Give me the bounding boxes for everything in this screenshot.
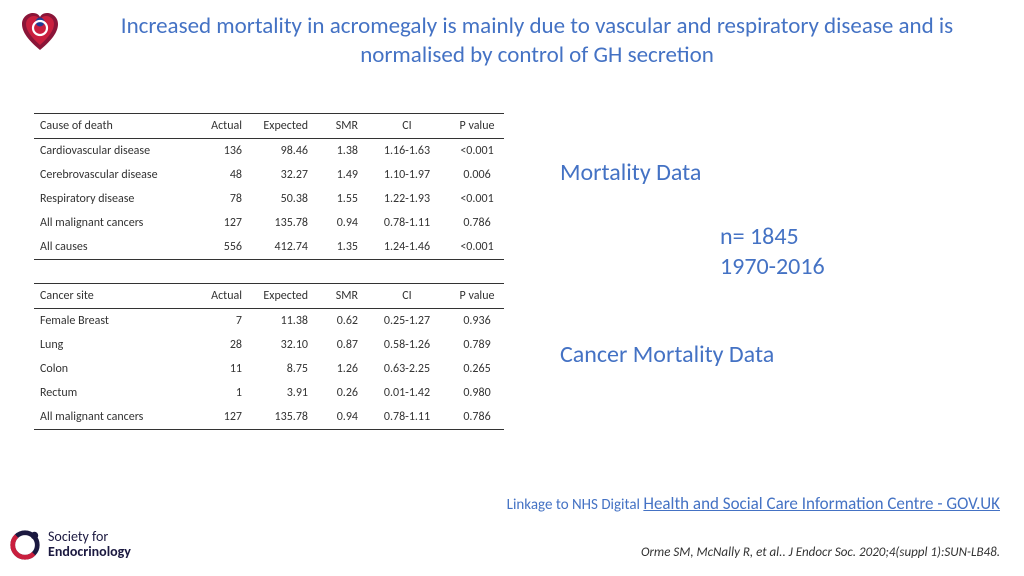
citation-prefix: Linkage to NHS Digital (507, 496, 644, 514)
table-cell: All malignant cancers (34, 211, 194, 235)
table-cell: 0.62 (314, 309, 364, 334)
table-cell: 0.789 (450, 333, 504, 357)
table-cell: 0.87 (314, 333, 364, 357)
col-header: Cause of death (34, 114, 194, 139)
table-cell: 1.16-1.63 (364, 139, 450, 164)
table-cell: 0.26 (314, 381, 364, 405)
table-cell: 0.786 (450, 211, 504, 235)
table-cell: 0.265 (450, 357, 504, 381)
table-cell: 1 (194, 381, 248, 405)
table-cell: 0.78-1.11 (364, 211, 450, 235)
table-row: All causes556412.741.351.24-1.46<0.001 (34, 235, 504, 260)
table-cell: 412.74 (248, 235, 314, 260)
table-cell: Lung (34, 333, 194, 357)
table-cell: 7 (194, 309, 248, 334)
table-cell: 98.46 (248, 139, 314, 164)
table-cell: 1.38 (314, 139, 364, 164)
table-cell: 1.24-1.46 (364, 235, 450, 260)
col-header: Actual (194, 284, 248, 309)
table-cell: 0.980 (450, 381, 504, 405)
table-cell: 1.22-1.93 (364, 187, 450, 211)
citation-link[interactable]: Health and Social Care Information Centr… (643, 493, 1000, 514)
study-years: 1970-2016 (720, 252, 825, 282)
table-cell: Rectum (34, 381, 194, 405)
page-title: Increased mortality in acromegaly is mai… (90, 12, 984, 70)
table-row: All malignant cancers127135.780.940.78-1… (34, 405, 504, 430)
table-cell: All malignant cancers (34, 405, 194, 430)
table-cell: 127 (194, 211, 248, 235)
table-cell: 0.01-1.42 (364, 381, 450, 405)
cancer-mortality-table: Cancer site Actual Expected SMR CI P val… (34, 283, 504, 430)
table-row: Rectum13.910.260.01-1.420.980 (34, 381, 504, 405)
table-row: Cerebrovascular disease4832.271.491.10-1… (34, 163, 504, 187)
table-cell: 1.10-1.97 (364, 163, 450, 187)
table-cell: Colon (34, 357, 194, 381)
table-cell: <0.001 (450, 187, 504, 211)
col-header: SMR (314, 114, 364, 139)
society-logo: Society for Endocrinology (8, 524, 178, 566)
cancer-mortality-label: Cancer Mortality Data (560, 340, 774, 369)
table-cell: All causes (34, 235, 194, 260)
table-cell: 135.78 (248, 405, 314, 430)
table-row: Female Breast711.380.620.25-1.270.936 (34, 309, 504, 334)
table-cell: 0.786 (450, 405, 504, 430)
table-cell: 0.936 (450, 309, 504, 334)
table-cell: <0.001 (450, 235, 504, 260)
table-cell: 78 (194, 187, 248, 211)
table-cell: 0.94 (314, 211, 364, 235)
table-cell: 135.78 (248, 211, 314, 235)
col-header: Expected (248, 284, 314, 309)
col-header: SMR (314, 284, 364, 309)
table-cell: Cardiovascular disease (34, 139, 194, 164)
table-cell: 1.49 (314, 163, 364, 187)
table-cell: <0.001 (450, 139, 504, 164)
table-cell: 0.78-1.11 (364, 405, 450, 430)
study-meta: n= 1845 1970-2016 (720, 222, 825, 282)
table-cell: 0.94 (314, 405, 364, 430)
table-cell: Respiratory disease (34, 187, 194, 211)
table-cell: 1.55 (314, 187, 364, 211)
table-cell: 32.10 (248, 333, 314, 357)
table-row: Lung2832.100.870.58-1.260.789 (34, 333, 504, 357)
table-cell: Cerebrovascular disease (34, 163, 194, 187)
table-cell: Female Breast (34, 309, 194, 334)
table-cell: 0.58-1.26 (364, 333, 450, 357)
mortality-label: Mortality Data (560, 158, 701, 187)
col-header: CI (364, 284, 450, 309)
table-cell: 3.91 (248, 381, 314, 405)
table-row: Cardiovascular disease13698.461.381.16-1… (34, 139, 504, 164)
col-header: P value (450, 284, 504, 309)
org-heart-icon (18, 10, 62, 54)
table-cell: 50.38 (248, 187, 314, 211)
table-cell: 1.35 (314, 235, 364, 260)
table-cell: 0.25-1.27 (364, 309, 450, 334)
table-row: All malignant cancers127135.780.940.78-1… (34, 211, 504, 235)
table-cell: 0.63-2.25 (364, 357, 450, 381)
col-header: Actual (194, 114, 248, 139)
citation-line: Linkage to NHS Digital Health and Social… (507, 493, 1000, 514)
mortality-table: Cause of death Actual Expected SMR CI P … (34, 113, 504, 260)
col-header: CI (364, 114, 450, 139)
reference-text: Orme SM, McNally R, et al.. J Endocr Soc… (641, 545, 1000, 560)
col-header: Expected (248, 114, 314, 139)
col-header: Cancer site (34, 284, 194, 309)
table-row: Respiratory disease7850.381.551.22-1.93<… (34, 187, 504, 211)
table-cell: 556 (194, 235, 248, 260)
society-text: Society for Endocrinology (48, 530, 131, 559)
table-cell: 28 (194, 333, 248, 357)
col-header: P value (450, 114, 504, 139)
table-row: Colon118.751.260.63-2.250.265 (34, 357, 504, 381)
table-cell: 8.75 (248, 357, 314, 381)
table-cell: 11 (194, 357, 248, 381)
table-cell: 1.26 (314, 357, 364, 381)
table-cell: 48 (194, 163, 248, 187)
study-n: n= 1845 (720, 222, 825, 252)
table-cell: 127 (194, 405, 248, 430)
table-cell: 11.38 (248, 309, 314, 334)
table-cell: 136 (194, 139, 248, 164)
table-cell: 32.27 (248, 163, 314, 187)
society-icon (8, 528, 42, 562)
society-line2: Endocrinology (48, 545, 131, 560)
table-cell: 0.006 (450, 163, 504, 187)
